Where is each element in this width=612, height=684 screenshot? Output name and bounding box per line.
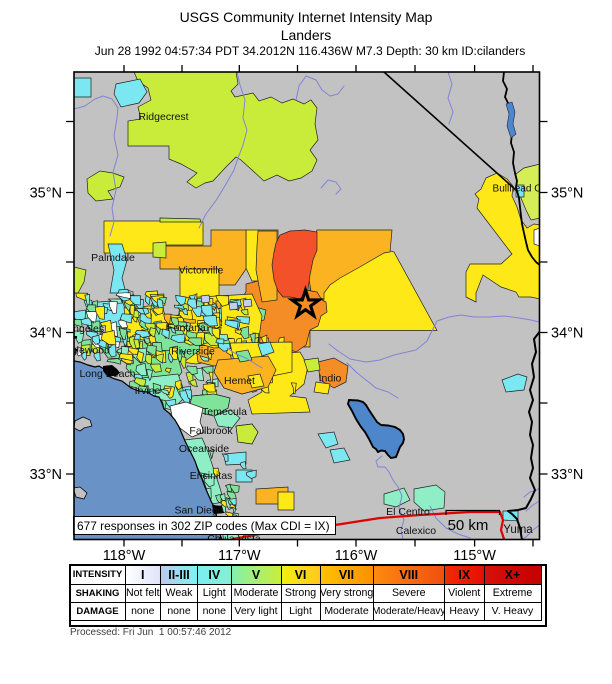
- svg-text:33°N: 33°N: [551, 467, 583, 483]
- svg-text:34°N: 34°N: [551, 326, 583, 342]
- svg-text:Indio: Indio: [319, 373, 342, 385]
- svg-text:117°W: 117°W: [218, 548, 261, 564]
- svg-text:Riverside: Riverside: [171, 346, 215, 358]
- svg-text:Hemet: Hemet: [224, 375, 255, 387]
- svg-text:Oceanside: Oceanside: [179, 443, 229, 455]
- svg-text:116°W: 116°W: [335, 548, 378, 564]
- svg-text:35°N: 35°N: [551, 186, 583, 202]
- svg-text:San Diego: San Diego: [174, 505, 223, 517]
- svg-text:Irvine: Irvine: [135, 385, 161, 397]
- svg-text:Palmdale: Palmdale: [91, 252, 135, 264]
- svg-text:50 km: 50 km: [448, 517, 489, 534]
- svg-text:Fallbrook: Fallbrook: [189, 425, 233, 437]
- svg-text:Inglewood: Inglewood: [62, 345, 110, 357]
- svg-text:Ridgecrest: Ridgecrest: [138, 111, 188, 123]
- svg-text:118°W: 118°W: [103, 548, 146, 564]
- svg-text:Chula Vista: Chula Vista: [207, 533, 261, 545]
- svg-text:Long Beach: Long Beach: [79, 368, 135, 380]
- svg-text:Fontana: Fontana: [167, 322, 206, 334]
- svg-text:Encinitas: Encinitas: [190, 470, 233, 482]
- svg-text:35°N: 35°N: [30, 186, 62, 202]
- svg-text:115°W: 115°W: [453, 548, 496, 564]
- svg-text:677 responses in 302 ZIP codes: 677 responses in 302 ZIP codes (Max CDI …: [77, 519, 330, 533]
- svg-text:34°N: 34°N: [30, 326, 62, 342]
- svg-text:Victorville: Victorville: [179, 265, 224, 277]
- svg-text:33°N: 33°N: [30, 467, 62, 483]
- svg-text:Calexico: Calexico: [396, 525, 436, 537]
- svg-text:Los Angeles: Los Angeles: [47, 323, 104, 335]
- svg-text:El Centro: El Centro: [386, 506, 430, 518]
- svg-text:Bullhead C: Bullhead C: [493, 184, 542, 195]
- svg-text:Yuma: Yuma: [503, 524, 533, 536]
- svg-text:Temecula: Temecula: [202, 406, 247, 418]
